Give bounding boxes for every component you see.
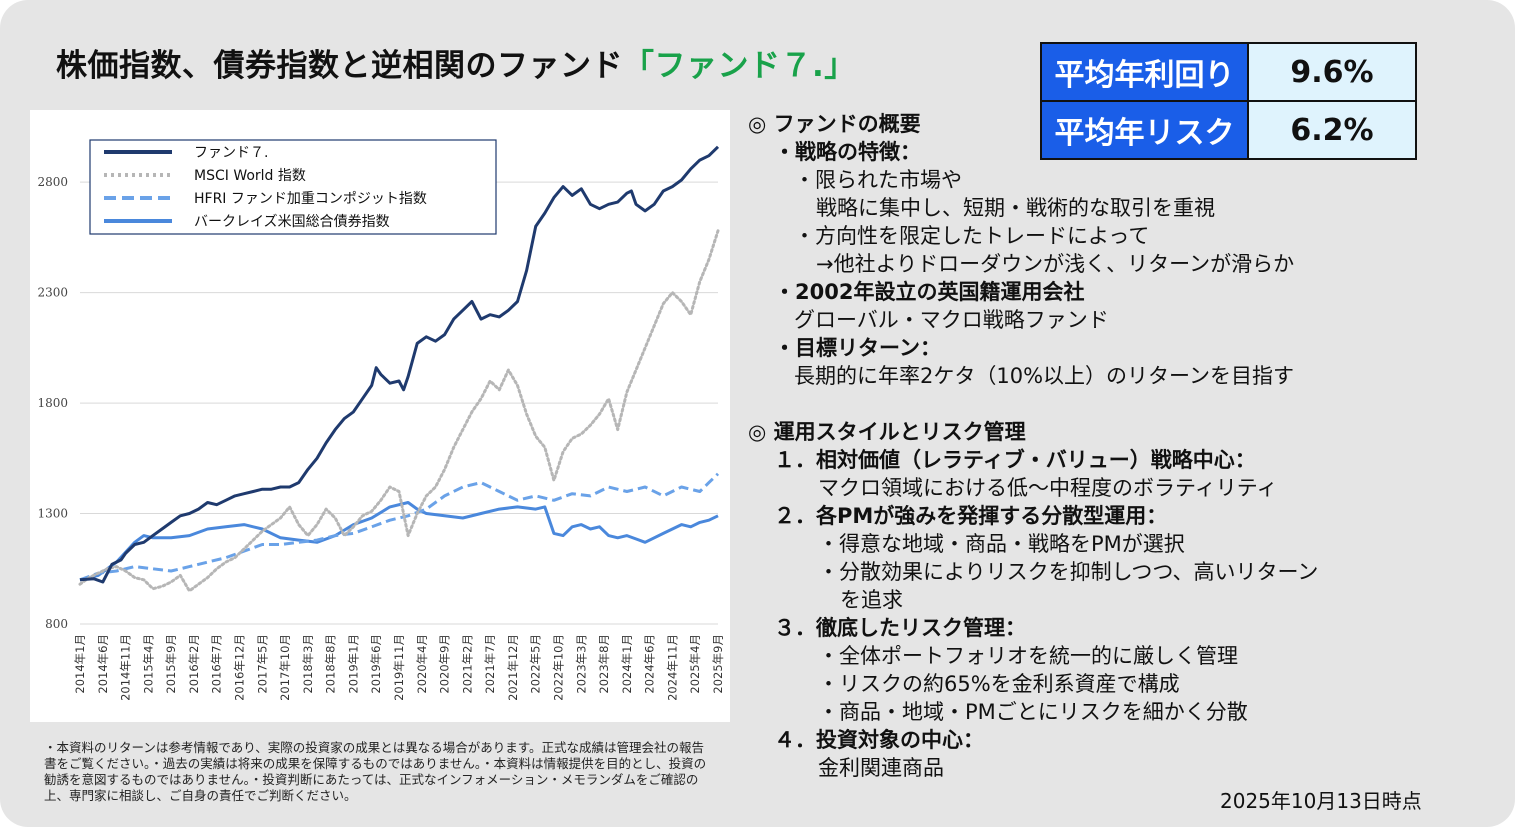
x-tick-label: 2015年9月 [164, 634, 178, 694]
style-item-title: ２．各PMが強みを発揮する分散型運用： [774, 504, 1168, 528]
x-tick-label: 2015年4月 [141, 634, 155, 694]
series-line [78, 229, 720, 593]
avg-annual-risk-label: 平均年リスク [1040, 100, 1249, 160]
style-item-line: ・得意な地域・商品・戦略をPMが選択 [818, 532, 1185, 556]
legend-label: ファンド７. [194, 145, 268, 161]
title-main: 株価指数、債券指数と逆相関のファンド [56, 48, 623, 84]
stats-row-risk: 平均年リスク 6.2% [1040, 100, 1417, 160]
x-tick-label: 2021年7月 [483, 634, 497, 694]
series-line [79, 501, 719, 582]
strategy-title: ・戦略の特徴： [774, 140, 921, 164]
style-item-line: ・分散効果によりリスクを抑制しつつ、高いリターン [818, 560, 1319, 584]
x-tick-label: 2025年9月 [711, 634, 725, 694]
company-title: ・2002年設立の英国籍運用会社 [774, 280, 1085, 304]
legend-label: MSCI World 指数 [194, 168, 306, 184]
x-tick-label: 2023年3月 [574, 634, 588, 694]
target-title: ・目標リターン： [774, 336, 941, 360]
x-tick-label: 2022年10月 [552, 634, 566, 701]
target-line: 長期的に年率2ケタ（10%以上）のリターンを目指す [794, 364, 1294, 388]
x-tick-label: 2025年4月 [688, 634, 702, 694]
company-line: グローバル・マクロ戦略ファンド [794, 308, 1109, 332]
x-tick-label: 2022年5月 [529, 634, 543, 694]
x-tick-label: 2016年12月 [233, 634, 247, 701]
stats-row-return: 平均年利回り 9.6% [1040, 42, 1417, 102]
style-item-line: ・リスクの約65%を金利系資産で構成 [818, 672, 1180, 696]
chart-panel: 800 1300 1800 2300 2800 2014年1月 2014年6月 2014年11… [30, 110, 730, 722]
y-tick-label: 2800 [37, 175, 68, 189]
x-tick-label: 2020年9月 [438, 634, 452, 694]
x-tick-label: 2023年8月 [597, 634, 611, 694]
legend-box [89, 139, 497, 235]
x-tick-label: 2017年10月 [278, 634, 292, 701]
x-tick-label: 2018年8月 [324, 634, 338, 694]
style-item-title: １．相対価値（レラティブ・バリュー）戦略中心： [774, 448, 1256, 472]
x-tick-label: 2014年1月 [73, 634, 87, 694]
stats-table: 平均年利回り 9.6% 平均年リスク 6.2% [1040, 42, 1417, 160]
x-tick-label: 2016年7月 [210, 634, 224, 694]
x-tick-label: 2019年6月 [369, 634, 383, 694]
strategy-line: ・限られた市場や [794, 168, 962, 192]
x-tick-label: 2019年1月 [346, 634, 360, 694]
x-tick-label: 2024年1月 [620, 634, 634, 694]
title-fund-name: 「ファンド７.」 [623, 48, 856, 84]
disclaimer-text: ・本資料のリターンは参考情報であり、実際の投資家の成果とは異なる場合があります。… [44, 740, 707, 803]
style-item-line: を追求 [840, 588, 903, 612]
legend-label: バークレイズ米国総合債券指数 [194, 214, 390, 230]
style-item-line: ・全体ポートフォリオを統一的に厳しく管理 [818, 644, 1238, 668]
style-item-line: マクロ領域における低～中程度のボラティリティ [818, 476, 1278, 500]
y-tick-label: 800 [45, 617, 68, 631]
x-tick-label: 2021年12月 [506, 634, 520, 701]
x-tick-label: 2024年11月 [665, 634, 679, 701]
x-tick-label: 2021年2月 [460, 634, 474, 694]
x-tick-label: 2017年5月 [255, 634, 269, 694]
x-tick-label: 2019年11月 [392, 634, 406, 701]
fund-overview: ◎ ファンドの概要 ・戦略の特徴： ・限られた市場や 戦略に集中し、短期・戦術的… [748, 110, 1488, 782]
style-items: １．相対価値（レラティブ・バリュー）戦略中心： マクロ領域における低～中程度のボラ… [748, 446, 1488, 782]
series-line [79, 145, 720, 584]
strategy-line: →他社よりドローダウンが浅く、リターンが滑らか [816, 252, 1295, 276]
style-heading: ◎ 運用スタイルとリスク管理 [748, 420, 1026, 444]
y-tick-label: 1800 [37, 396, 68, 410]
overview-heading: ◎ ファンドの概要 [748, 112, 921, 136]
style-item-title: ３．徹底したリスク管理： [774, 616, 1026, 640]
y-tick-label: 2300 [37, 286, 68, 300]
strategy-line: 戦略に集中し、短期・戦術的な取引を重視 [816, 196, 1215, 220]
spacer [748, 390, 1488, 418]
strategy-line: ・方向性を限定したトレードによって [794, 224, 1150, 248]
line-chart: 800 1300 1800 2300 2800 2014年1月 2014年6月 2014年11… [37, 139, 725, 701]
x-tick-label: 2024年6月 [643, 634, 657, 694]
y-tick-label: 1300 [37, 507, 68, 521]
style-item-line: ・商品・地域・PMごとにリスクを細かく分散 [818, 700, 1248, 724]
x-tick-label: 2014年6月 [96, 634, 110, 694]
page-title: 株価指数、債券指数と逆相関のファンド「ファンド７.」 [56, 40, 856, 85]
x-tick-label: 2016年2月 [187, 634, 201, 694]
style-item-line: 金利関連商品 [818, 756, 944, 780]
x-tick-label: 2018年3月 [301, 634, 315, 694]
x-tick-label: 2014年11月 [119, 634, 133, 701]
x-tick-label: 2020年4月 [415, 634, 429, 694]
avg-annual-return-label: 平均年利回り [1040, 42, 1249, 102]
avg-annual-risk-value: 6.2% [1247, 100, 1417, 160]
series-line [79, 472, 720, 582]
legend-label: HFRI ファンド加重コンポジット指数 [194, 191, 427, 207]
as-of-date: 2025年10月13日時点 [1220, 789, 1422, 813]
style-item-title: ４．投資対象の中心： [774, 728, 984, 752]
avg-annual-return-value: 9.6% [1247, 42, 1417, 102]
